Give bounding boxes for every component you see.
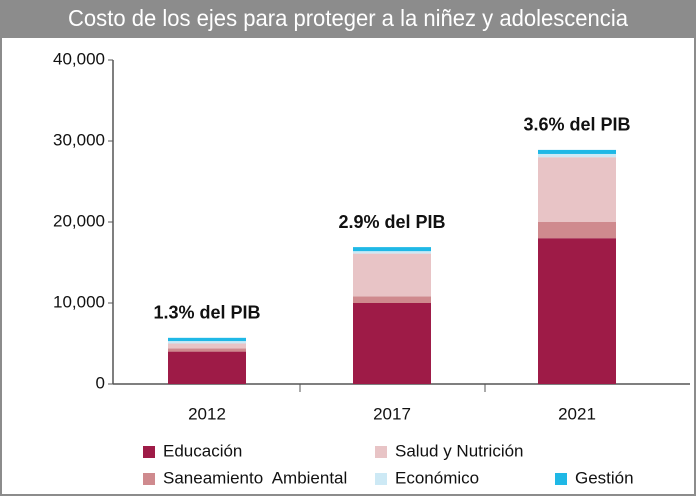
legend-swatch [375,473,387,485]
bar-segment [353,296,431,303]
bar-segment [353,247,431,252]
annotation: 2.9% del PIB [338,212,445,232]
bar-segment [538,238,616,384]
bar-segment [168,341,246,344]
y-tick-label: 10,000 [53,292,105,311]
legend-label: Gestión [575,468,634,487]
y-tick-label: 30,000 [53,130,105,149]
x-tick-label: 2012 [188,404,226,423]
legend-swatch [375,446,387,458]
legend-swatch [143,473,155,485]
y-tick-label: 40,000 [53,49,105,68]
bar-segment [168,343,246,349]
bar-segment [538,222,616,239]
y-tick-label: 0 [96,373,105,392]
bar-segment [168,348,246,352]
x-tick-label: 2021 [558,404,596,423]
chart-title: Costo de los ejes para proteger a la niñ… [68,5,628,31]
legend-label: Salud y Nutrición [395,441,524,460]
legend-swatch [555,473,567,485]
bar-segment [168,337,246,342]
bar-segment [538,149,616,154]
legend-label: Educación [163,441,242,460]
annotation: 1.3% del PIB [153,303,260,323]
y-tick-label: 20,000 [53,211,105,230]
title-band [0,0,696,38]
legend-label: Saneamiento Ambiental [163,468,347,487]
legend-swatch [143,446,155,458]
bar-segment [353,253,431,297]
legend-label: Económico [395,468,479,487]
bar-segment [353,251,431,254]
bar-segment [353,303,431,384]
bar-segment [538,153,616,158]
annotation: 3.6% del PIB [523,115,630,135]
bar-segment [538,157,616,222]
bar-segment [168,351,246,384]
x-tick-label: 2017 [373,404,411,423]
